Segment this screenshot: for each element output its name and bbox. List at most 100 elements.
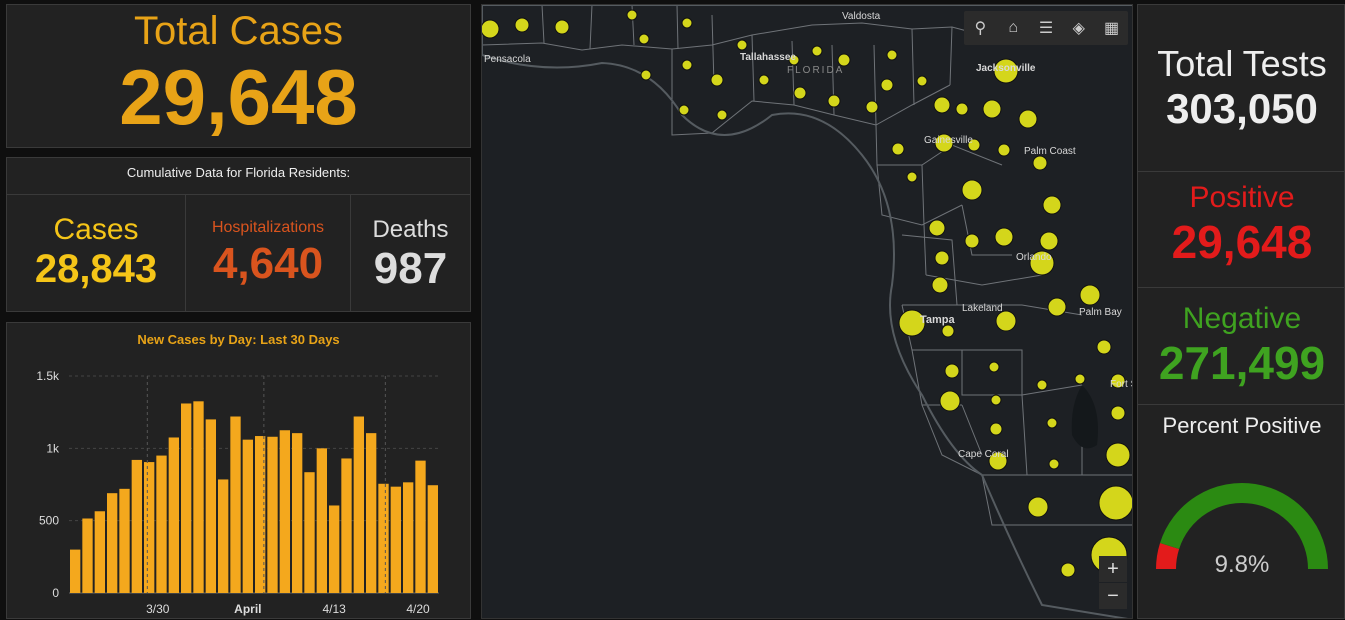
county-dot[interactable] (1029, 250, 1055, 276)
chart-bar[interactable] (353, 416, 364, 593)
county-dot[interactable] (941, 324, 955, 338)
county-dot[interactable] (988, 451, 1008, 471)
chart-bar[interactable] (168, 437, 179, 593)
chart-bar[interactable] (366, 433, 377, 593)
chart-bar[interactable] (131, 459, 142, 593)
chart-bar[interactable] (378, 483, 389, 593)
county-dot[interactable] (626, 9, 638, 21)
county-dot[interactable] (1046, 417, 1058, 429)
chart-bar[interactable] (218, 479, 229, 593)
county-dot[interactable] (827, 94, 841, 108)
county-dot[interactable] (982, 99, 1002, 119)
county-dot[interactable] (995, 310, 1017, 332)
county-dot[interactable] (994, 227, 1014, 247)
chart-bar[interactable] (70, 549, 81, 593)
county-dot[interactable] (886, 49, 898, 61)
county-dot[interactable] (736, 39, 748, 51)
basemap-gallery-icon[interactable]: ▦ (1104, 20, 1120, 37)
chart-bar[interactable] (242, 439, 253, 593)
county-dot[interactable] (1032, 155, 1048, 171)
county-dot[interactable] (1110, 405, 1126, 421)
chart-bar[interactable] (205, 419, 216, 593)
county-dot[interactable] (1048, 458, 1060, 470)
layers-icon[interactable]: ◈ (1072, 20, 1085, 37)
county-dot[interactable] (1039, 231, 1059, 251)
county-dot[interactable] (1060, 562, 1076, 578)
county-dot[interactable] (1047, 297, 1067, 317)
county-dot[interactable] (933, 96, 951, 114)
search-icon[interactable]: ⚲ (974, 20, 987, 37)
chart-bar[interactable] (427, 485, 438, 593)
county-dot[interactable] (964, 233, 980, 249)
county-dot[interactable] (640, 69, 652, 81)
county-dot[interactable] (934, 250, 950, 266)
county-dot[interactable] (928, 219, 946, 237)
chart-bar[interactable] (156, 455, 167, 593)
county-dot[interactable] (906, 171, 918, 183)
chart-bar[interactable] (415, 460, 426, 593)
chart-bar[interactable] (107, 493, 118, 593)
county-dot[interactable] (811, 45, 823, 57)
chart-bar[interactable] (82, 518, 93, 593)
chart-bar[interactable] (230, 416, 241, 593)
chart-bar[interactable] (341, 458, 352, 593)
map-canvas[interactable]: Valdosta Pensacola Tallahassee FLORIDA J… (482, 5, 1133, 619)
county-dot[interactable] (482, 19, 500, 39)
county-dot[interactable] (514, 17, 530, 33)
zoom-in-button[interactable]: + (1099, 556, 1127, 582)
chart-bar[interactable] (144, 462, 155, 593)
home-icon[interactable]: ⌂ (1008, 19, 1019, 36)
county-dot[interactable] (934, 133, 954, 153)
county-dot[interactable] (880, 78, 894, 92)
chart-bar[interactable] (329, 505, 340, 593)
chart-bar[interactable] (193, 401, 204, 593)
chart-bar[interactable] (292, 433, 303, 593)
county-dot[interactable] (554, 19, 570, 35)
chart-bar[interactable] (267, 436, 278, 593)
chart-bar[interactable] (181, 403, 192, 593)
county-dot[interactable] (997, 143, 1011, 157)
county-dot[interactable] (916, 75, 928, 87)
county-dot[interactable] (944, 363, 960, 379)
chart-bar[interactable] (94, 511, 105, 593)
county-dot[interactable] (710, 73, 724, 87)
county-dot[interactable] (681, 17, 693, 29)
county-dot[interactable] (967, 138, 981, 152)
county-dot[interactable] (1042, 195, 1062, 215)
chart-bar[interactable] (316, 448, 327, 593)
county-dot[interactable] (931, 276, 949, 294)
county-dot[interactable] (788, 54, 800, 66)
county-dot[interactable] (993, 58, 1019, 84)
county-dots[interactable] (482, 9, 1133, 578)
chart-bar[interactable] (390, 486, 401, 593)
chart-bar[interactable] (255, 436, 266, 593)
county-dot[interactable] (638, 33, 650, 45)
county-dot[interactable] (1036, 379, 1048, 391)
county-dot[interactable] (1074, 373, 1086, 385)
county-dot[interactable] (961, 179, 983, 201)
county-dot[interactable] (1105, 442, 1131, 468)
county-dot[interactable] (891, 142, 905, 156)
chart-bar[interactable] (119, 488, 130, 593)
county-dot[interactable] (989, 422, 1003, 436)
county-dot[interactable] (990, 394, 1002, 406)
legend-icon[interactable]: ☰ (1038, 20, 1054, 37)
county-dot[interactable] (793, 86, 807, 100)
zoom-out-button[interactable]: − (1099, 583, 1127, 609)
county-dot[interactable] (1096, 339, 1112, 355)
county-dot[interactable] (1110, 373, 1126, 389)
county-dot[interactable] (898, 309, 926, 337)
county-dot[interactable] (939, 390, 961, 412)
county-dot[interactable] (837, 53, 851, 67)
county-dot[interactable] (865, 100, 879, 114)
county-dot[interactable] (955, 102, 969, 116)
county-dot[interactable] (1018, 109, 1038, 129)
county-dot[interactable] (1079, 284, 1101, 306)
county-dot[interactable] (1027, 496, 1049, 518)
chart-bar[interactable] (304, 472, 315, 593)
county-dot[interactable] (758, 74, 770, 86)
county-dot[interactable] (1098, 485, 1133, 521)
chart-bar[interactable] (403, 482, 414, 593)
county-map[interactable]: Valdosta Pensacola Tallahassee FLORIDA J… (481, 4, 1133, 619)
county-dot[interactable] (678, 104, 690, 116)
